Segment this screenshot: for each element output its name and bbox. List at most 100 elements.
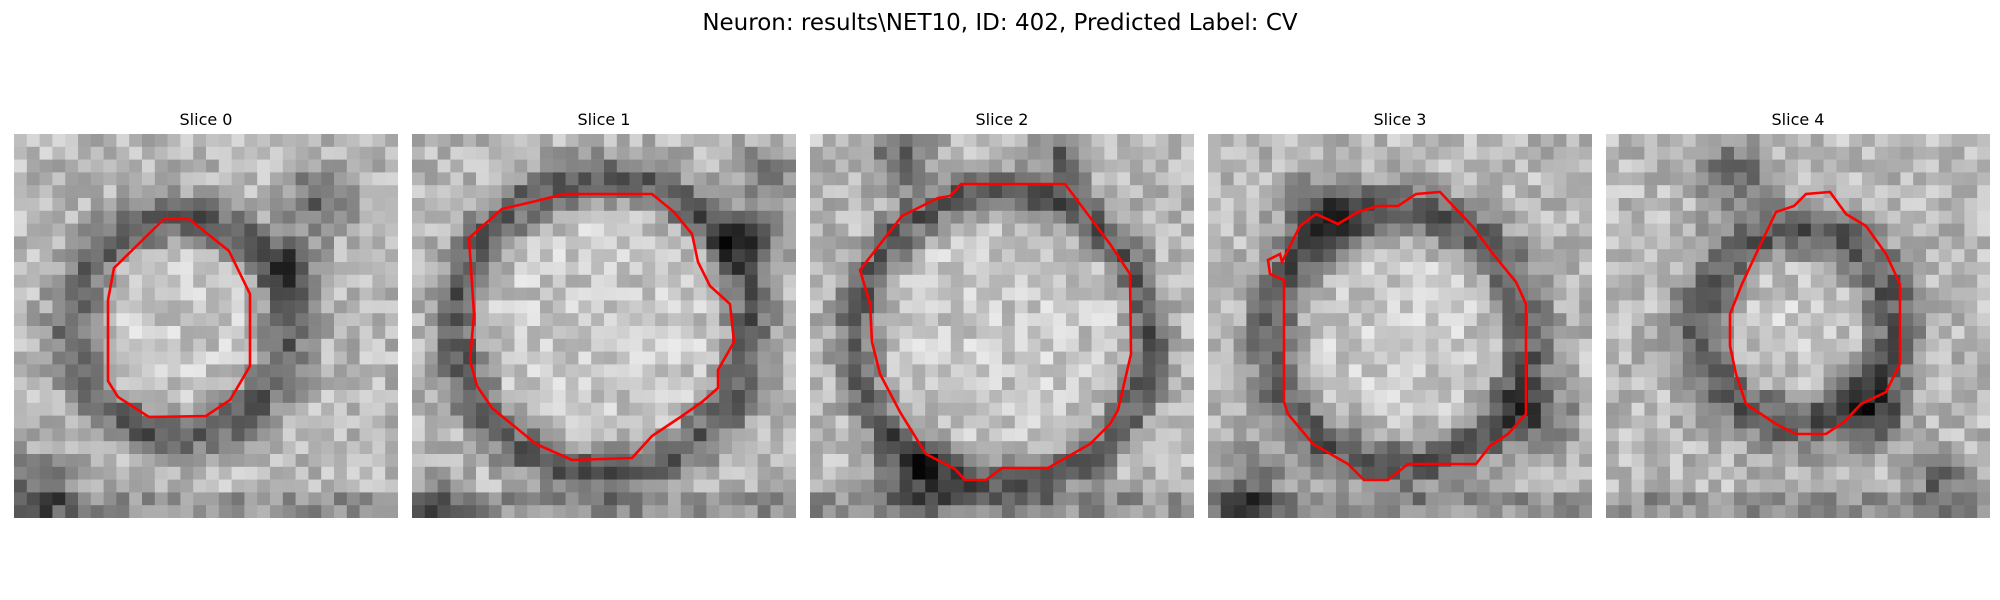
image-pixel [52, 441, 66, 455]
image-pixel [565, 505, 579, 518]
image-pixel [1361, 390, 1375, 404]
image-pixel [1233, 274, 1247, 288]
image-pixel [744, 441, 758, 455]
image-pixel [719, 223, 733, 237]
image-pixel [116, 454, 130, 468]
image-pixel [463, 479, 477, 493]
image-pixel [1066, 287, 1080, 301]
image-pixel [604, 210, 618, 224]
image-pixel [938, 287, 952, 301]
image-pixel [167, 351, 181, 365]
image-pixel [1400, 402, 1414, 416]
image-pixel [1874, 274, 1888, 288]
image-pixel [206, 377, 220, 391]
image-pixel [1451, 300, 1465, 314]
image-pixel [218, 492, 232, 506]
image-pixel [1900, 441, 1914, 455]
image-pixel [244, 390, 258, 404]
image-pixel [527, 466, 541, 480]
image-pixel [1540, 402, 1554, 416]
image-pixel [39, 492, 53, 506]
image-pixel [1348, 146, 1362, 160]
image-pixel [1361, 466, 1375, 480]
image-pixel [950, 313, 964, 327]
image-pixel [476, 377, 490, 391]
image-pixel [1104, 402, 1118, 416]
image-pixel [1040, 172, 1054, 186]
image-pixel [1476, 134, 1490, 148]
image-pixel [1823, 262, 1837, 276]
image-pixel [848, 300, 862, 314]
image-pixel [1091, 198, 1105, 212]
image-pixel [1053, 236, 1067, 250]
image-pixel [1631, 210, 1645, 224]
image-pixel [476, 338, 490, 352]
image-pixel [424, 134, 438, 148]
image-pixel [1836, 479, 1850, 493]
image-pixel [1785, 326, 1799, 340]
image-pixel [757, 223, 771, 237]
image-pixel [1002, 454, 1016, 468]
image-pixel [1926, 172, 1940, 186]
image-pixel [321, 338, 335, 352]
image-pixel [1348, 428, 1362, 442]
image-pixel [514, 326, 528, 340]
image-pixel [1040, 210, 1054, 224]
image-pixel [450, 198, 464, 212]
image-pixel [167, 479, 181, 493]
image-pixel [989, 454, 1003, 468]
image-pixel [1451, 134, 1465, 148]
image-pixel [206, 466, 220, 480]
image-pixel [1926, 338, 1940, 352]
image-pixel [1926, 274, 1940, 288]
image-pixel [1348, 479, 1362, 493]
image-pixel [1849, 377, 1863, 391]
image-pixel [1951, 364, 1965, 378]
image-pixel [874, 313, 888, 327]
image-pixel [912, 351, 926, 365]
image-pixel [1002, 274, 1016, 288]
image-pixel [642, 159, 656, 173]
image-pixel [1657, 185, 1671, 199]
image-pixel [1078, 402, 1092, 416]
image-pixel [1387, 428, 1401, 442]
image-pixel [1476, 338, 1490, 352]
image-pixel [1168, 287, 1182, 301]
image-pixel [744, 466, 758, 480]
image-pixel [167, 377, 181, 391]
image-pixel [450, 172, 464, 186]
image-pixel [1066, 364, 1080, 378]
image-pixel [744, 134, 758, 148]
image-pixel [14, 338, 28, 352]
image-pixel [1412, 146, 1426, 160]
image-pixel [1631, 505, 1645, 518]
image-pixel [732, 326, 746, 340]
image-pixel [295, 300, 309, 314]
image-pixel [295, 428, 309, 442]
image-pixel [257, 313, 271, 327]
image-pixel [1721, 172, 1735, 186]
image-pixel [463, 210, 477, 224]
image-pixel [1721, 223, 1735, 237]
image-pixel [732, 390, 746, 404]
image-pixel [1361, 428, 1375, 442]
image-pixel [167, 249, 181, 263]
image-pixel [629, 236, 643, 250]
image-pixel [154, 287, 168, 301]
image-pixel [488, 377, 502, 391]
image-pixel [963, 466, 977, 480]
image-pixel [1772, 492, 1786, 506]
image-pixel [1823, 210, 1837, 224]
image-pixel [1438, 274, 1452, 288]
image-pixel [1297, 492, 1311, 506]
image-pixel [1310, 415, 1324, 429]
image-pixel [1168, 415, 1182, 429]
image-pixel [668, 287, 682, 301]
slice-title: Slice 3 [1373, 110, 1427, 129]
image-pixel [1027, 402, 1041, 416]
image-pixel [1027, 172, 1041, 186]
image-pixel [1618, 390, 1632, 404]
image-pixel [180, 364, 194, 378]
image-pixel [437, 351, 451, 365]
image-pixel [142, 505, 156, 518]
